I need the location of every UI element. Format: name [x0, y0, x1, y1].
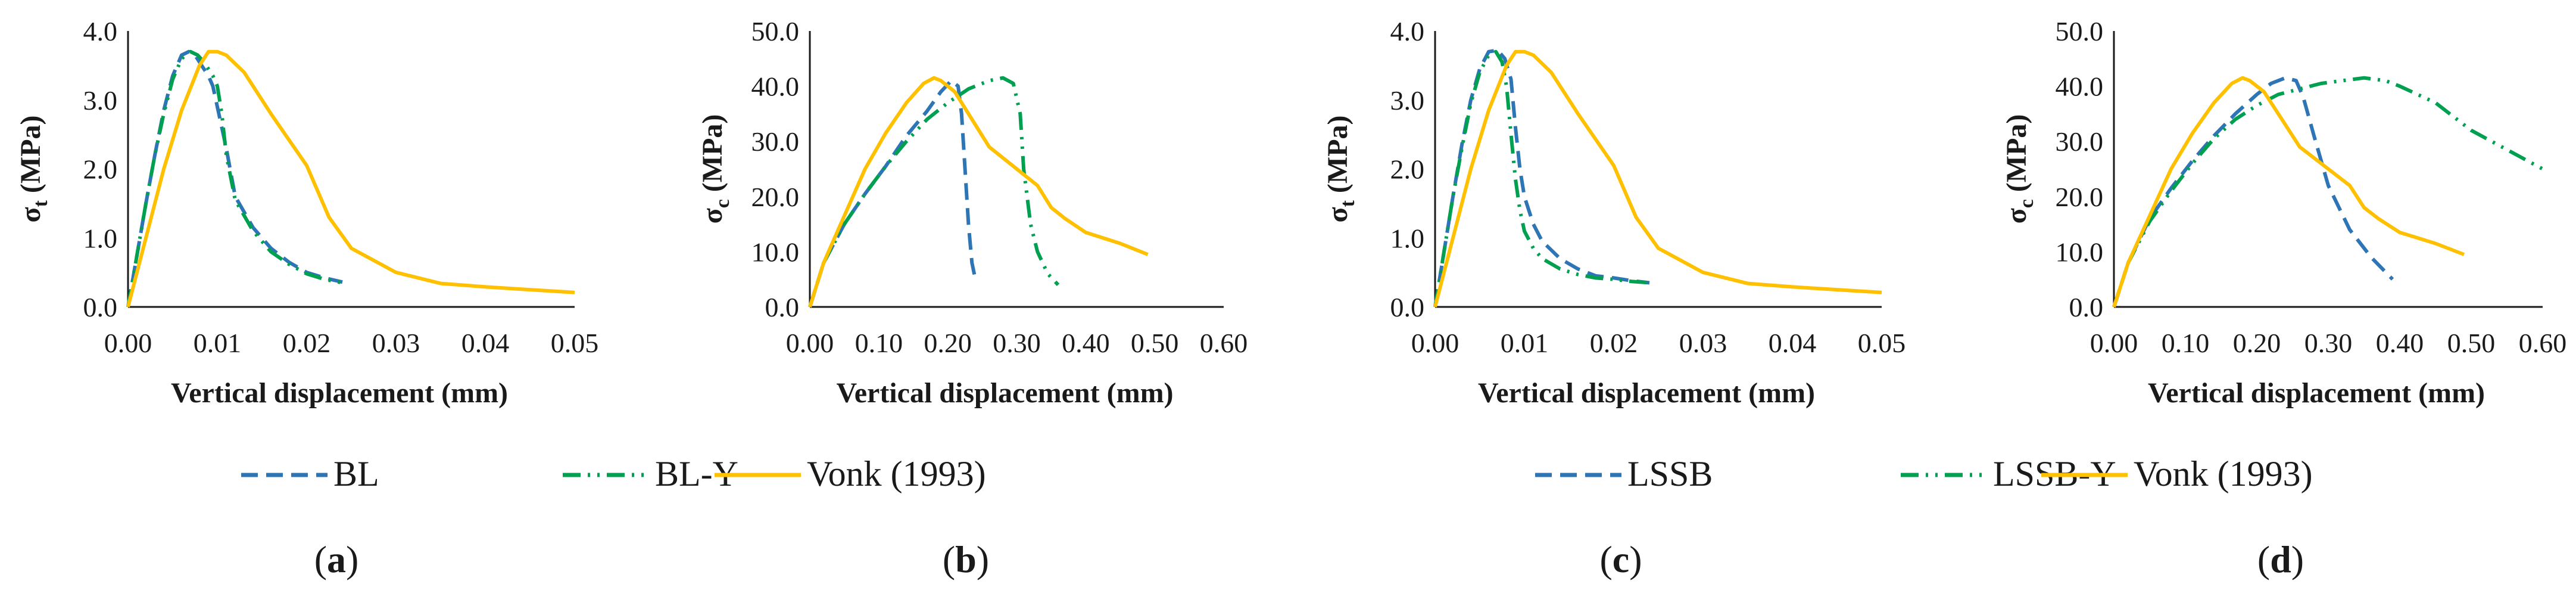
series-line-vonk-1993: [2112, 76, 2465, 308]
y-tick-label: 1.0: [83, 223, 118, 253]
x-tick-label: 0.50: [2447, 328, 2496, 358]
y-axis-label: σc (MPa): [697, 114, 734, 224]
x-tick-label: 0.30: [993, 328, 1041, 358]
x-tick-label: 0.60: [2519, 328, 2567, 358]
x-tick-label: 0.40: [2376, 328, 2424, 358]
panel-label: (c): [1599, 538, 1642, 580]
x-tick-label: 0.04: [461, 328, 510, 358]
x-tick-label: 0.00: [2090, 328, 2138, 358]
x-tick-label: 0.02: [283, 328, 331, 358]
y-tick-label: 50.0: [2056, 16, 2104, 46]
x-tick-label: 0.00: [1411, 328, 1459, 358]
y-tick-label: 40.0: [2056, 72, 2104, 102]
y-tick-label: 2.0: [1390, 154, 1425, 185]
x-tick-label: 0.60: [1200, 328, 1248, 358]
series-line-lssb-y: [1433, 49, 1650, 308]
legend-bl: BL BL-Y Vonk (1993): [241, 454, 986, 493]
x-tick-label: 0.00: [104, 328, 152, 358]
x-tick-label: 0.04: [1769, 328, 1817, 358]
panel-label: (a): [314, 538, 359, 580]
series-line-lssb-y: [2112, 76, 2544, 308]
legend-label: Vonk (1993): [807, 454, 986, 493]
x-tick-label: 0.10: [855, 328, 903, 358]
legend-label: LSSB: [1627, 454, 1713, 493]
legend-label: BL: [333, 454, 379, 493]
y-tick-label: 50.0: [751, 16, 800, 46]
chart-panel-d: 0.0 10.0 20.0 30.0 40.0 50.0 0.00 0.10 0.20 0.30 0…: [2001, 16, 2566, 580]
x-tick-label: 0.10: [2162, 328, 2210, 358]
y-axis-label: σc (MPa): [2001, 114, 2038, 224]
series-line-vonk-1993: [1433, 49, 1882, 308]
legend-label: Vonk (1993): [2134, 454, 2313, 493]
x-tick-label: 0.01: [1501, 328, 1549, 358]
y-tick-label: 30.0: [751, 126, 800, 157]
y-tick-label: 0.0: [2069, 292, 2104, 322]
series-line-bl-y: [808, 76, 1060, 308]
y-tick-label: 10.0: [2056, 237, 2104, 267]
y-tick-label: 4.0: [83, 16, 118, 46]
panel-label: (b): [943, 538, 989, 580]
x-axis-label: Vertical displacement (mm): [836, 377, 1173, 409]
x-axis-label: Vertical displacement (mm): [171, 377, 508, 409]
y-axis-label: σt (MPa): [15, 115, 52, 222]
y-axis-label: σt (MPa): [1322, 115, 1359, 222]
series-line-bl-y: [126, 49, 343, 308]
x-tick-label: 0.20: [924, 328, 972, 358]
x-axis-label: Vertical displacement (mm): [2148, 377, 2485, 409]
series-line-vonk-1993: [126, 49, 575, 308]
y-tick-label: 30.0: [2056, 126, 2104, 157]
y-tick-label: 0.0: [83, 292, 118, 322]
x-tick-label: 0.03: [372, 328, 420, 358]
legend-lssb: LSSB LSSB-Y Vonk (1993): [1535, 454, 2313, 493]
x-tick-label: 0.30: [2304, 328, 2353, 358]
y-tick-label: 1.0: [1390, 223, 1425, 253]
x-tick-label: 0.05: [551, 328, 599, 358]
y-tick-label: 0.0: [765, 292, 800, 322]
x-tick-label: 0.01: [194, 328, 242, 358]
panel-label: (d): [2257, 538, 2304, 580]
y-tick-label: 20.0: [751, 182, 800, 212]
chart-panel-c: 0.0 1.0 2.0 3.0 4.0 0.00 0.01 0.02 0.03 0.04 0.05 V…: [1322, 16, 1906, 580]
y-tick-label: 2.0: [83, 154, 118, 185]
series-line-lssb: [2112, 76, 2394, 308]
y-tick-label: 40.0: [751, 72, 800, 102]
x-axis-label: Vertical displacement (mm): [1478, 377, 1815, 409]
y-tick-label: 3.0: [83, 85, 118, 116]
series-line-bl: [808, 79, 977, 308]
chart-panel-a: 0.0 1.0 2.0 3.0 4.0 0.00 0.01 0.02 0.03 0.04 0.05 V…: [15, 16, 598, 580]
y-tick-label: 0.0: [1390, 292, 1425, 322]
y-tick-label: 20.0: [2056, 182, 2104, 212]
x-tick-label: 0.20: [2233, 328, 2281, 358]
y-tick-label: 3.0: [1390, 85, 1425, 116]
series-line-vonk-1993: [808, 76, 1149, 308]
x-tick-label: 0.00: [786, 328, 834, 358]
x-tick-label: 0.50: [1131, 328, 1179, 358]
y-tick-label: 10.0: [751, 237, 800, 267]
x-tick-label: 0.02: [1590, 328, 1638, 358]
x-tick-label: 0.40: [1062, 328, 1110, 358]
x-tick-label: 0.05: [1858, 328, 1906, 358]
chart-panel-b: 0.0 10.0 20.0 30.0 40.0 50.0 0.00 0.10 0.20 0.30 0…: [697, 16, 1248, 580]
y-tick-label: 4.0: [1390, 16, 1425, 46]
x-tick-label: 0.03: [1679, 328, 1727, 358]
